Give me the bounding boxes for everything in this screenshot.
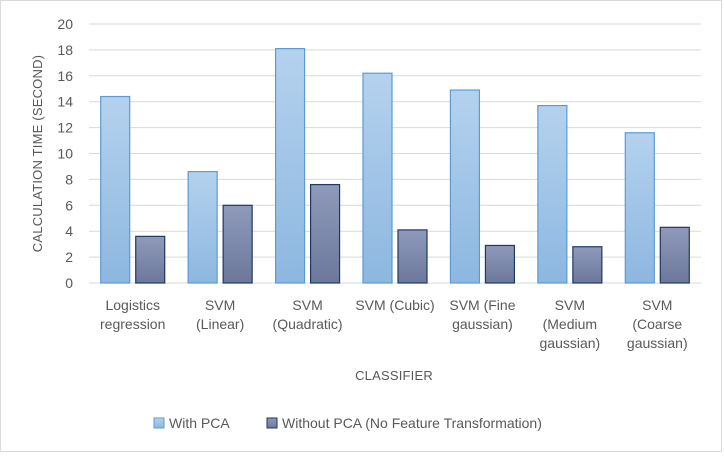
legend-label: Without PCA (No Feature Transformation) — [282, 415, 542, 431]
legend-swatch — [266, 417, 278, 429]
y-tick-label: 18 — [57, 42, 73, 58]
bar-with-pca — [449, 89, 481, 284]
y-tick-label: 20 — [57, 16, 73, 32]
x-category-label: regression — [100, 316, 165, 332]
gridlines — [89, 23, 701, 284]
y-tick-label: 10 — [57, 146, 73, 162]
x-axis-categories: Logistics regression SVM (Linear) SVM (Quadra… — [100, 297, 688, 351]
bar-without-pca — [397, 229, 428, 284]
x-category-label: gaussian) — [540, 335, 601, 351]
bar-with-pca — [187, 171, 218, 284]
bar-without-pca — [659, 226, 690, 284]
x-category-label: SVM (Fine — [449, 297, 515, 313]
y-tick-label: 14 — [57, 94, 73, 110]
x-category-label: SVM — [292, 297, 322, 313]
y-axis-title: CALCULATION TIME (SECOND) — [30, 55, 45, 252]
bar-without-pca — [309, 183, 341, 284]
y-axis-ticks: 0 2 4 6 8 10 12 14 16 18 20 — [57, 16, 73, 291]
y-tick-label: 12 — [57, 120, 73, 136]
x-category-label: (Coarse — [632, 316, 682, 332]
x-category-label: (Medium — [543, 316, 597, 332]
bar-with-pca — [624, 132, 655, 284]
y-tick-label: 0 — [65, 275, 73, 291]
x-category-label: (Quadratic) — [273, 316, 343, 332]
x-category-label: SVM (Cubic) — [355, 297, 434, 313]
legend-swatch — [153, 417, 165, 429]
bars — [100, 48, 690, 284]
x-category-label: SVM — [555, 297, 585, 313]
x-category-label: (Linear) — [196, 316, 244, 332]
legend: With PCA Without PCA (No Feature Transfor… — [153, 415, 542, 431]
y-tick-label: 2 — [65, 249, 73, 265]
bar-with-pca — [274, 48, 306, 284]
y-tick-label: 6 — [65, 197, 73, 213]
y-tick-label: 4 — [65, 223, 73, 239]
x-category-label: gaussian) — [627, 335, 688, 351]
bar-without-pca — [222, 204, 253, 284]
bar-without-pca — [484, 244, 516, 284]
x-axis-title: CLASSIFIER — [355, 368, 433, 383]
legend-label: With PCA — [169, 415, 230, 431]
x-category-label: gaussian) — [452, 316, 513, 332]
bar-without-pca — [572, 246, 603, 284]
x-category-label: SVM — [205, 297, 235, 313]
bar-without-pca — [135, 235, 166, 284]
y-tick-label: 8 — [65, 171, 73, 187]
bar-with-pca — [100, 95, 131, 284]
x-category-label: SVM — [642, 297, 672, 313]
y-tick-label: 16 — [57, 68, 73, 84]
bar-with-pca — [537, 104, 568, 284]
x-category-label: Logistics — [105, 297, 159, 313]
bar-with-pca — [362, 72, 393, 284]
